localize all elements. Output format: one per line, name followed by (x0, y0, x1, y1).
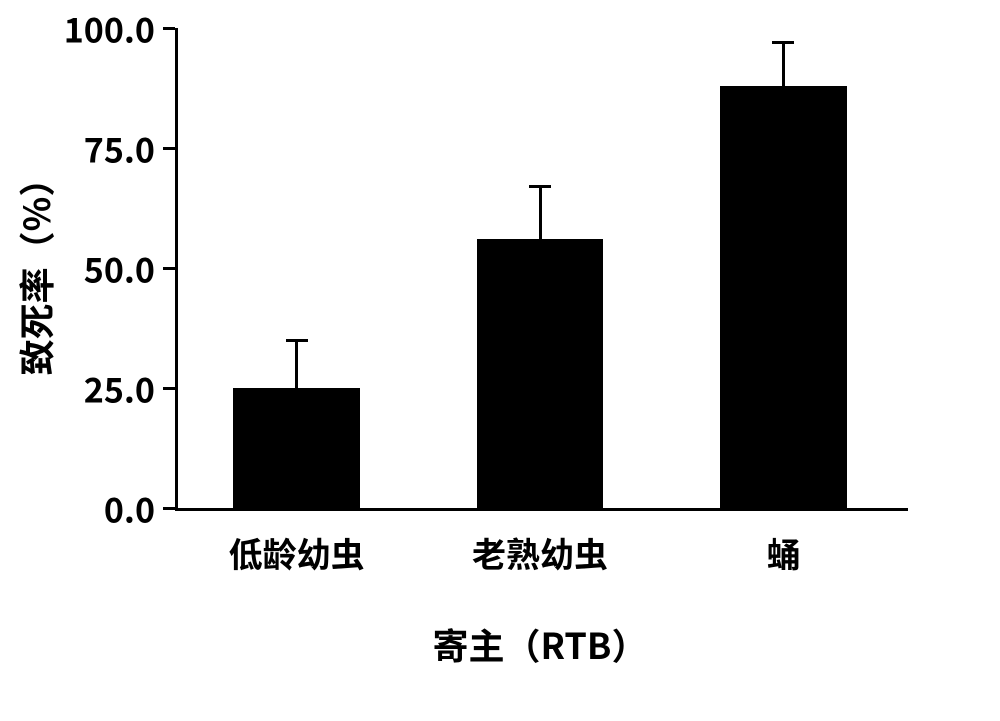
bar-chart: 致死率（%） 寄主（RTB） 0.0 25.0 50.0 75.0 100.0 低龄幼虫 老… (0, 0, 1000, 721)
y-tick-label: 50.0 (84, 244, 155, 293)
y-tick (163, 267, 175, 270)
y-tick (163, 387, 175, 390)
error-bar-cap (529, 185, 551, 188)
error-bar-cap (772, 41, 794, 44)
category-label: 老熟幼虫 (472, 528, 608, 577)
y-axis-label: 致死率（%） (9, 161, 61, 376)
error-bar (782, 42, 785, 85)
y-tick (163, 147, 175, 150)
error-bar (539, 186, 542, 239)
y-tick-label: 25.0 (84, 364, 155, 413)
category-label: 蛹 (766, 528, 800, 577)
y-tick-label: 75.0 (84, 124, 155, 173)
error-bar (295, 340, 298, 388)
error-bar-cap (286, 339, 308, 342)
y-tick-label: 100.0 (64, 4, 155, 53)
bar (477, 239, 604, 508)
y-tick (163, 27, 175, 30)
category-label: 低龄幼虫 (229, 528, 365, 577)
bar (720, 86, 847, 508)
bar (233, 388, 360, 508)
x-axis-label: 寄主（RTB） (433, 618, 648, 670)
y-tick (163, 507, 175, 510)
y-tick-label: 0.0 (104, 484, 155, 533)
